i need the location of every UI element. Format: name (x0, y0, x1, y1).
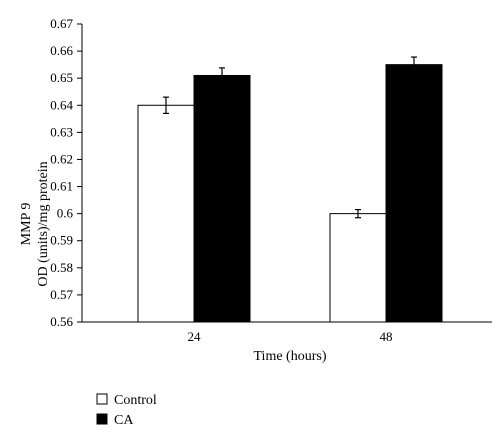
y-tick-label: 0.6 (57, 206, 74, 221)
y-tick-label: 0.64 (50, 97, 73, 112)
x-tick-label: 24 (188, 329, 202, 344)
y-tick-label: 0.67 (50, 16, 73, 31)
y-tick-label: 0.57 (50, 287, 73, 302)
y-tick-label: 0.65 (50, 70, 73, 85)
y-tick-label: 0.63 (50, 124, 73, 139)
bar-ca-24 (193, 74, 251, 323)
y-axis-title-line1: MMP 9 (19, 203, 34, 246)
y-axis-title-line2: OD (units)/mg protein (36, 161, 51, 286)
bar-ca-48 (385, 64, 443, 323)
bars (137, 56, 443, 323)
y-tick-label: 0.61 (50, 179, 73, 194)
legend-item-control: Control (96, 393, 157, 408)
y-tick-label: 0.56 (50, 314, 73, 329)
x-tick-label: 48 (380, 329, 393, 344)
legend-label-control: Control (114, 393, 157, 408)
y-tick-label: 0.62 (50, 151, 73, 166)
y-axis (77, 23, 83, 323)
x-axis-title: Time (hours) (254, 349, 327, 364)
legend-label-ca: CA (114, 413, 134, 428)
y-tick-label: 0.59 (50, 233, 73, 248)
legend-swatch-control (96, 393, 108, 405)
legend-item-ca: CA (96, 413, 134, 428)
legend: Control CA (96, 393, 157, 428)
bar-control-24 (137, 104, 195, 323)
y-tick-labels: 0.56 0.57 0.58 0.59 0.6 0.61 0.62 0.63 0.64 0.65 0… (50, 16, 73, 329)
y-tick-label: 0.66 (50, 43, 73, 58)
x-tick-labels: 24 48 (188, 329, 393, 344)
bar-control-48 (329, 213, 387, 323)
y-tick-label: 0.58 (50, 260, 73, 275)
legend-swatch-ca (96, 413, 108, 425)
